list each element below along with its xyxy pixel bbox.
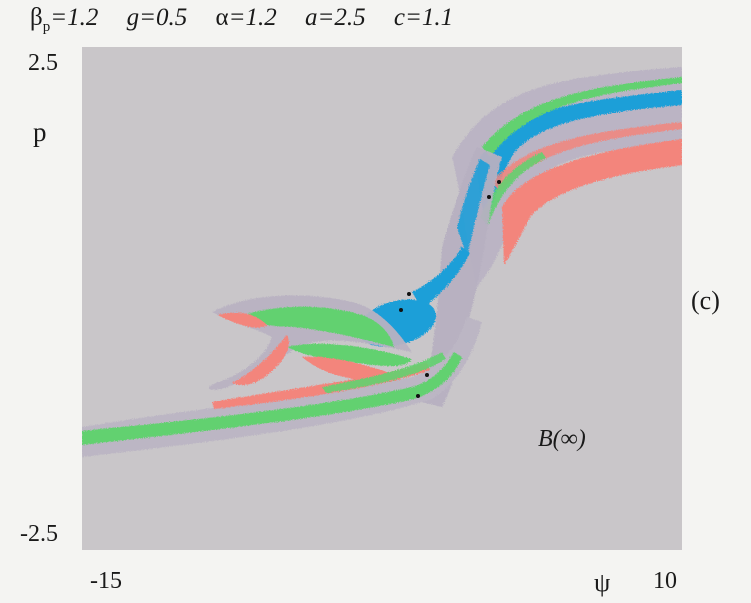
basin-plot [82, 47, 682, 550]
green-bottom-band [82, 352, 462, 445]
basin-infinity-label: B(∞) [538, 426, 586, 452]
blue-blob-tail [412, 247, 470, 309]
param-beta-p: βp=1.2 [30, 4, 99, 35]
red-thin-filament [492, 122, 682, 192]
red-lobe-b [232, 335, 290, 386]
fixed-point-marker [399, 308, 403, 312]
blue-stem [457, 159, 490, 257]
x-axis-max-tick: 10 [653, 568, 677, 594]
basin-plot-svg [82, 47, 682, 550]
green-lobe-b [287, 343, 412, 367]
fixed-point-marker [487, 195, 491, 199]
param-g: g=0.5 [126, 4, 188, 31]
green-filament-upper [482, 77, 682, 157]
param-alpha: α=1.2 [215, 4, 277, 31]
central-stem [422, 147, 502, 407]
param-a: a=2.5 [304, 4, 366, 31]
green-lobe-a [237, 306, 394, 347]
red-lobe-a [217, 312, 267, 328]
red-bottom-band [212, 362, 430, 409]
y-axis-max-tick: 2.5 [28, 50, 58, 76]
fixed-point-marker [407, 292, 411, 296]
y-axis-label: p [33, 117, 47, 147]
basin-structure [82, 67, 682, 457]
param-c: c=1.1 [393, 4, 454, 31]
fixed-point-marker [425, 373, 429, 377]
fixed-point-marker [416, 394, 420, 398]
panel-label: (c) [691, 286, 720, 315]
parameter-line: βp=1.2 g=0.5 α=1.2 a=2.5 c=1.1 [30, 4, 475, 36]
x-axis-label: ψ [594, 568, 611, 597]
x-axis-min-tick: -15 [90, 568, 122, 594]
fixed-point-marker [497, 180, 501, 184]
green-mid-band [322, 352, 446, 393]
blue-filament-upper [477, 90, 682, 225]
y-axis-min-tick: -2.5 [20, 521, 58, 547]
red-filament-upper [502, 139, 682, 265]
